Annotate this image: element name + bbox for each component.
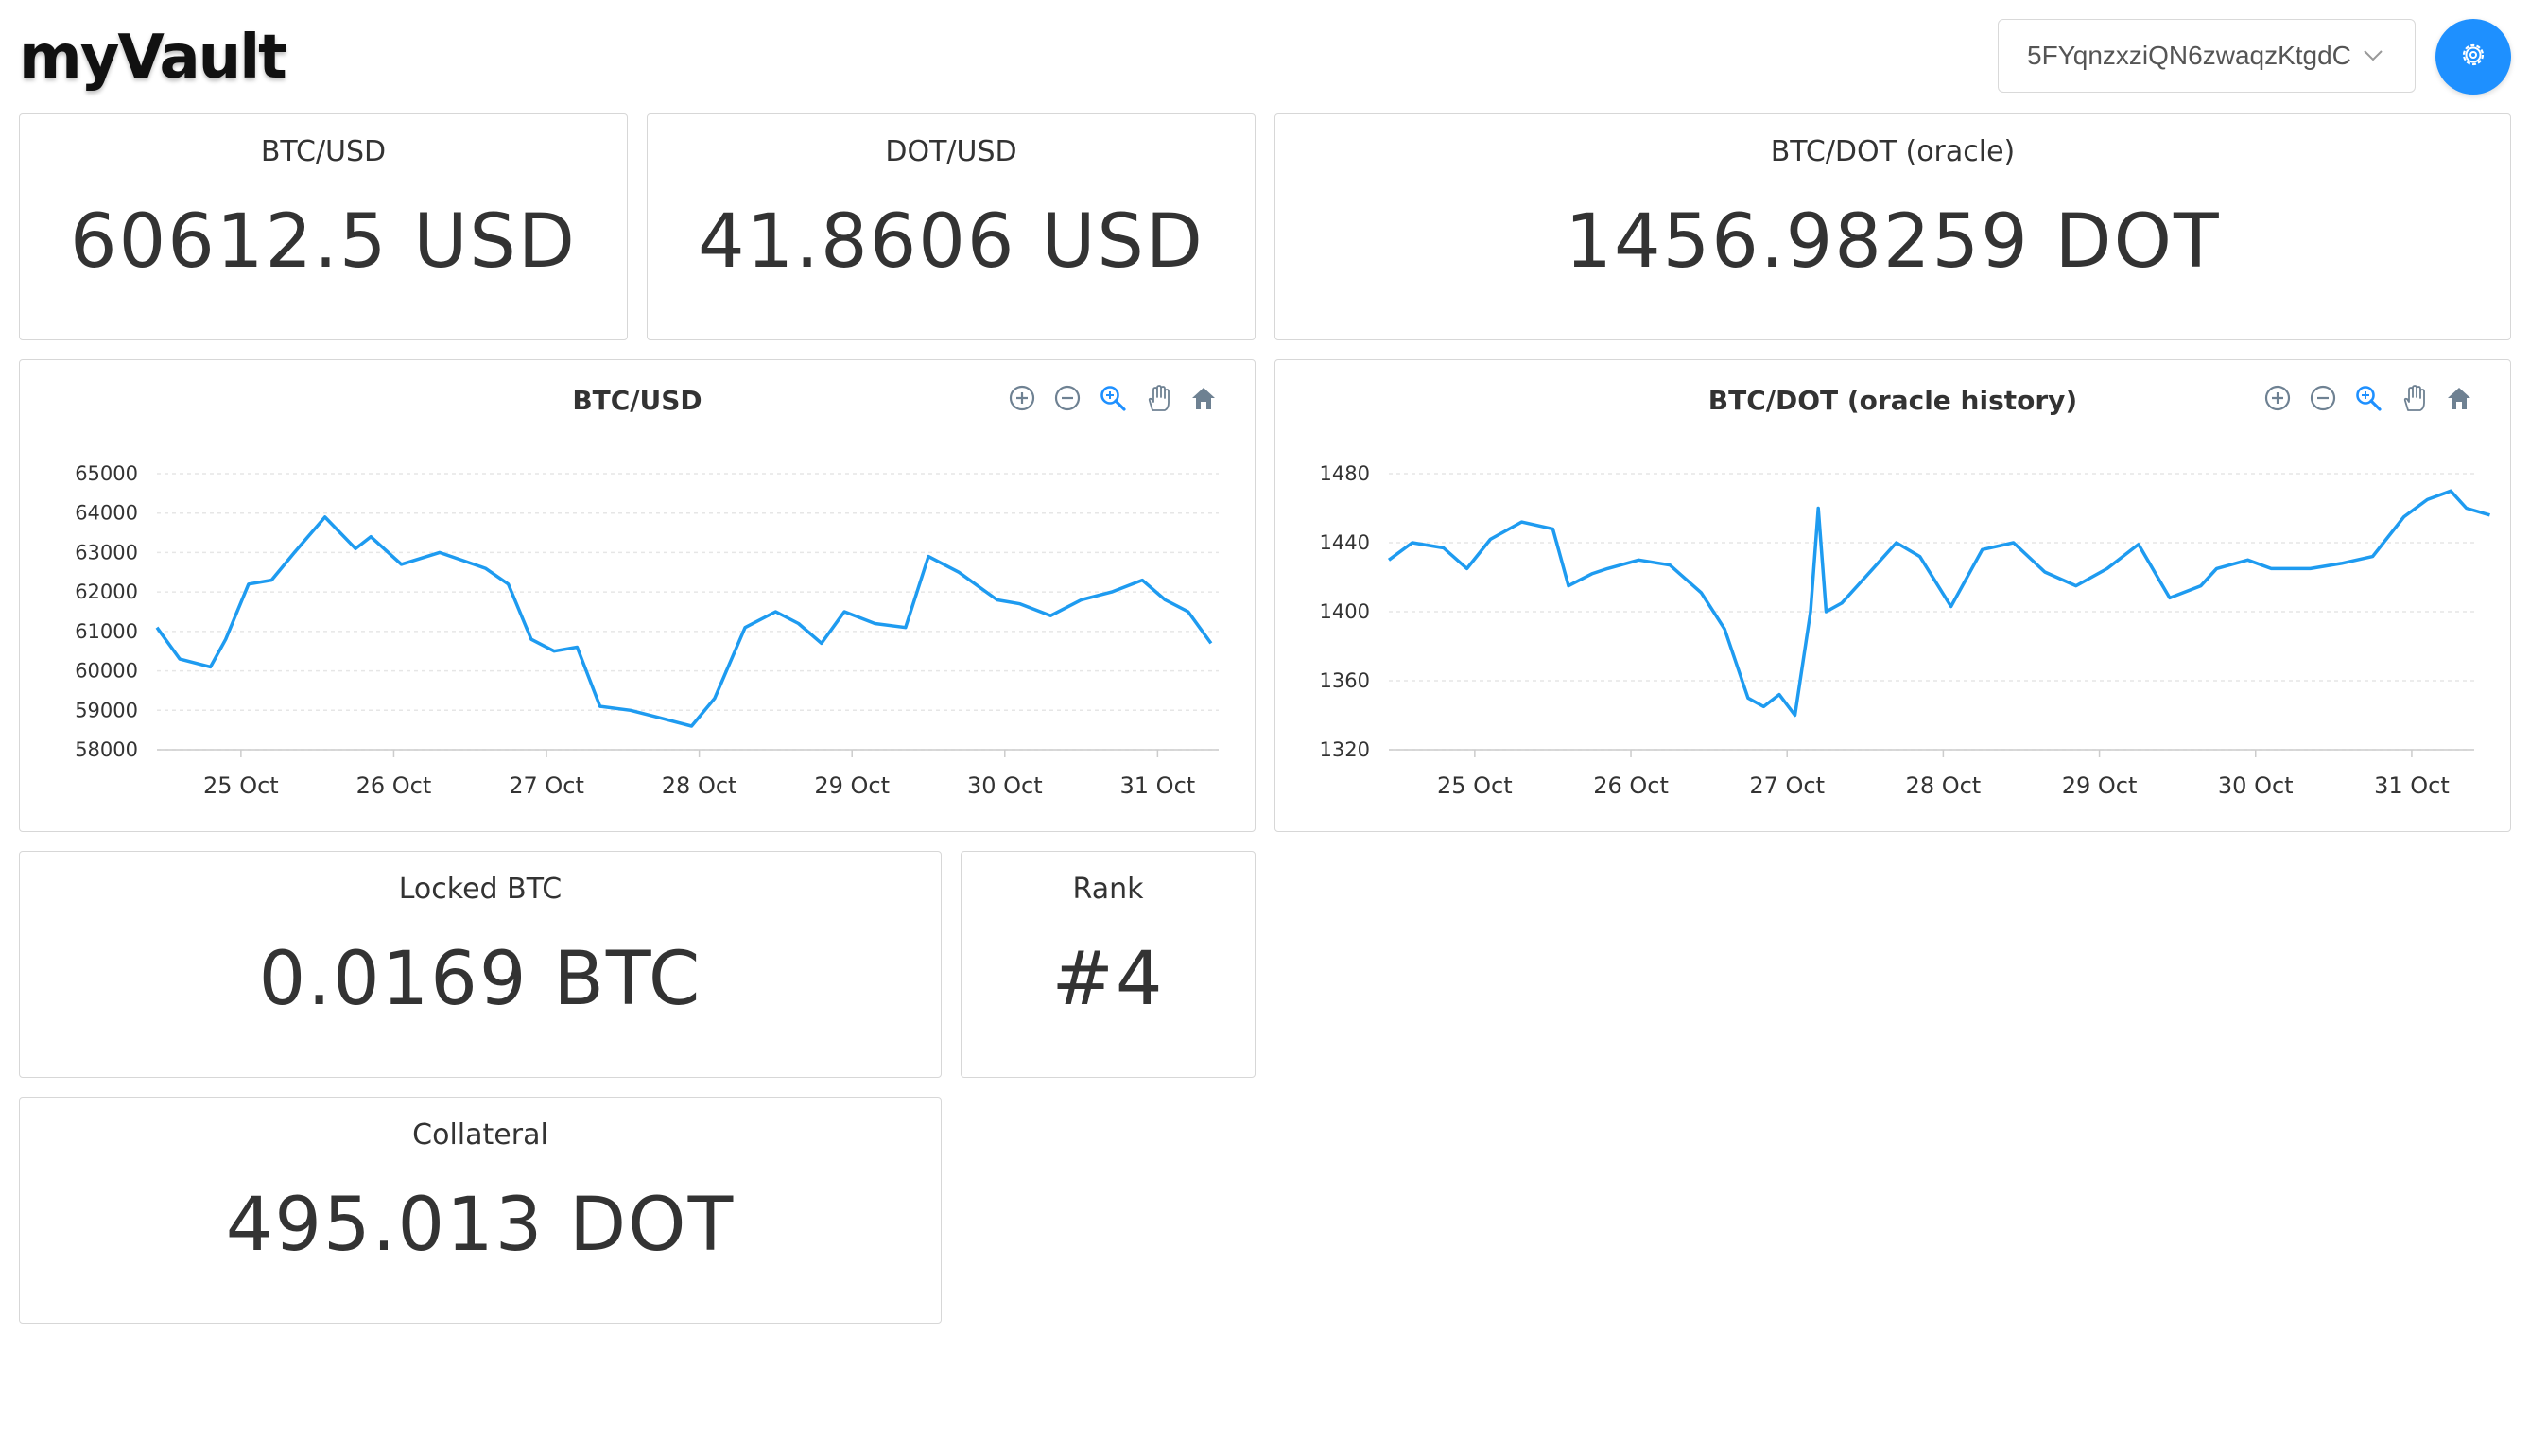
y-tick-label: 61000 (75, 620, 138, 643)
account-select[interactable]: 5FYqnzxziQN6zwaqzKtgdC (1998, 19, 2416, 93)
series-line (155, 515, 1213, 728)
chart-toolbar (2261, 381, 2476, 415)
locked-btc-value: 0.0169 BTC (258, 937, 702, 1022)
chart-title: BTC/USD (572, 385, 702, 416)
x-tick-label: 30 Oct (2218, 772, 2294, 799)
y-tick-label: 62000 (75, 581, 138, 603)
zoom-in-icon[interactable] (2261, 381, 2295, 415)
x-tick-label: 26 Oct (356, 772, 432, 799)
x-tick-label: 25 Oct (203, 772, 279, 799)
dot-usd-value: 41.8606 USD (697, 199, 1204, 285)
pan-icon[interactable] (2397, 381, 2431, 415)
x-tick-label: 29 Oct (2062, 772, 2138, 799)
reset-home-icon[interactable] (1187, 381, 1221, 415)
x-tick-label: 28 Oct (662, 772, 737, 799)
x-tick-label: 31 Oct (1120, 772, 1196, 799)
selection-zoom-icon[interactable] (1096, 381, 1130, 415)
collateral-label: Collateral (412, 1118, 548, 1152)
x-tick-label: 25 Oct (1437, 772, 1513, 799)
btc-dot-oracle-card: BTC/DOT (oracle) 1456.98259 DOT (1274, 113, 2511, 340)
y-tick-label: 1440 (1320, 531, 1370, 554)
btc-dot-oracle-label: BTC/DOT (oracle) (1770, 135, 2016, 168)
btc-dot-history-line-chart[interactable]: 1480 1440 1400 1360 1320 25 Oct 26 Oct 27 Oct 28… (1275, 360, 2512, 833)
y-tick-label: 1480 (1320, 462, 1370, 485)
btc-dot-history-chart-card: BTC/DOT (oracle history) 1480 1440 1400 136… (1274, 359, 2511, 832)
btc-usd-label: BTC/USD (260, 135, 387, 168)
y-tick-label: 1320 (1320, 738, 1370, 761)
locked-btc-label: Locked BTC (398, 873, 563, 906)
locked-btc-card: Locked BTC 0.0169 BTC (19, 851, 942, 1078)
x-tick-label: 31 Oct (2374, 772, 2450, 799)
y-tick-label: 1400 (1320, 600, 1370, 623)
zoom-out-icon[interactable] (1050, 381, 1084, 415)
rank-card: Rank #4 (961, 851, 1256, 1078)
x-tick-label: 29 Oct (814, 772, 890, 799)
btc-usd-card: BTC/USD 60612.5 USD (19, 113, 628, 340)
zoom-in-icon[interactable] (1005, 381, 1039, 415)
collateral-card: Collateral 495.013 DOT (19, 1097, 942, 1324)
zoom-out-icon[interactable] (2306, 381, 2340, 415)
y-tick-label: 59000 (75, 699, 138, 721)
y-tick-label: 1360 (1320, 669, 1370, 692)
account-select-value: 5FYqnzxziQN6zwaqzKtgdC (2027, 41, 2351, 70)
x-tick-label: 27 Oct (509, 772, 584, 799)
y-tick-label: 58000 (75, 738, 138, 761)
btc-dot-oracle-value: 1456.98259 DOT (1565, 199, 2221, 285)
x-tick-label: 30 Oct (967, 772, 1043, 799)
y-tick-label: 65000 (75, 462, 138, 485)
x-tick-label: 27 Oct (1749, 772, 1825, 799)
chart-toolbar (1005, 381, 1221, 415)
selection-zoom-icon[interactable] (2351, 381, 2385, 415)
rank-value: #4 (1051, 937, 1165, 1022)
x-tick-label: 28 Oct (1906, 772, 1982, 799)
btc-usd-chart-card: BTC/USD 65000 64000 63000 62000 61000 60000 59… (19, 359, 1256, 832)
reset-home-icon[interactable] (2442, 381, 2476, 415)
btc-usd-line-chart[interactable]: 65000 64000 63000 62000 61000 60000 59000 58000… (20, 360, 1256, 833)
dot-usd-label: DOT/USD (885, 135, 1017, 168)
gear-icon (2459, 41, 2487, 73)
x-tick-label: 26 Oct (1593, 772, 1669, 799)
dot-usd-card: DOT/USD 41.8606 USD (647, 113, 1256, 340)
rank-label: Rank (1072, 873, 1144, 906)
chevron-down-icon (2360, 43, 2386, 69)
y-tick-label: 64000 (75, 502, 138, 525)
series-line (1387, 489, 2490, 718)
y-tick-label: 60000 (75, 660, 138, 683)
collateral-value: 495.013 DOT (225, 1183, 736, 1268)
pan-icon[interactable] (1141, 381, 1175, 415)
btc-usd-value: 60612.5 USD (69, 199, 577, 285)
y-tick-label: 63000 (75, 541, 138, 563)
app-logo: myVault (19, 23, 287, 93)
settings-button[interactable] (2435, 19, 2511, 95)
chart-title: BTC/DOT (oracle history) (1707, 385, 2078, 416)
